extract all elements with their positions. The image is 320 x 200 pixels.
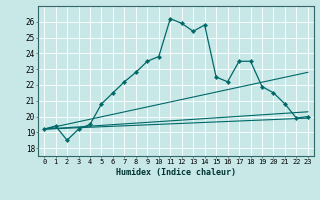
X-axis label: Humidex (Indice chaleur): Humidex (Indice chaleur) [116, 168, 236, 177]
